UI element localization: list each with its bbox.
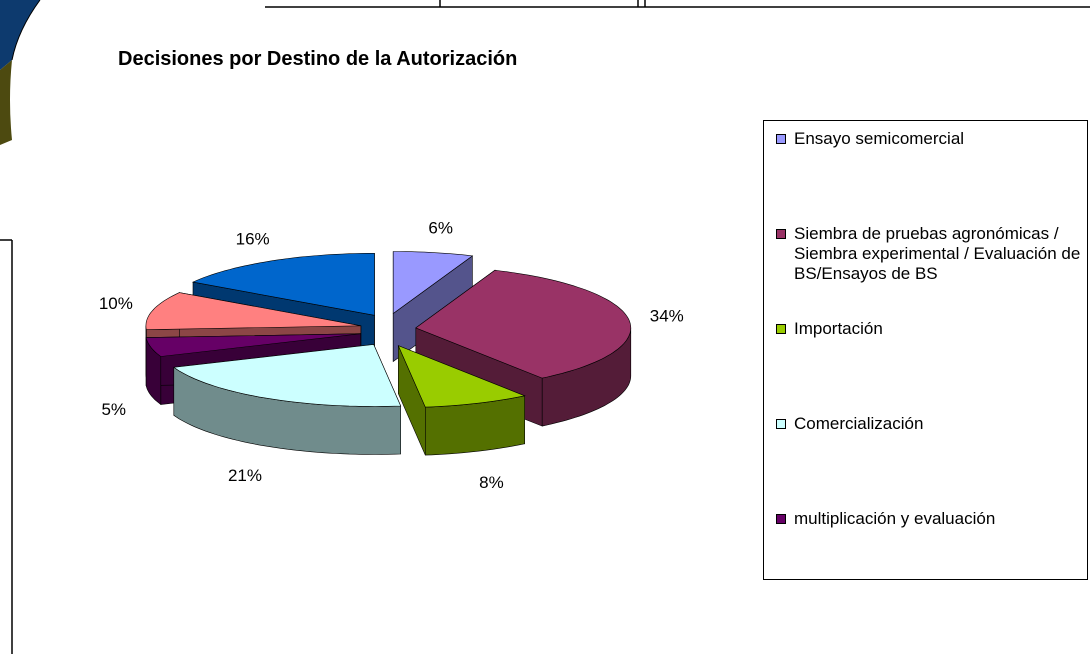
legend: Ensayo semicomercial Siembra de pruebas a… bbox=[763, 120, 1088, 580]
legend-label: Importación bbox=[794, 319, 883, 338]
data-label: 34% bbox=[650, 307, 684, 326]
slice-top bbox=[397, 345, 526, 408]
data-label: 10% bbox=[99, 294, 133, 313]
data-label: 5% bbox=[101, 400, 126, 419]
legend-entry: multiplicación y evaluación bbox=[776, 509, 1081, 529]
slice-top bbox=[415, 269, 632, 379]
legend-swatch bbox=[776, 229, 786, 239]
legend-entry: Importación bbox=[776, 319, 1081, 339]
data-label: 8% bbox=[479, 473, 504, 492]
data-label: 16% bbox=[236, 229, 270, 248]
legend-entry: Siembra de pruebas agronómicas / Siembra… bbox=[776, 224, 1081, 284]
legend-entry: Comercialización bbox=[776, 414, 1081, 434]
background-blob bbox=[0, 0, 41, 145]
slice bbox=[397, 345, 526, 456]
data-label: 21% bbox=[228, 466, 262, 485]
slice-top bbox=[192, 253, 375, 316]
chart-title: Decisiones por Destino de la Autorizació… bbox=[118, 48, 518, 70]
data-label: 6% bbox=[428, 219, 453, 238]
slice bbox=[392, 251, 474, 363]
slice-top bbox=[145, 292, 361, 331]
legend-entry: Ensayo semicomercial bbox=[776, 129, 1081, 149]
legend-label: multiplicación y evaluación bbox=[794, 509, 996, 528]
legend-swatch bbox=[776, 134, 786, 144]
legend-label: Siembra de pruebas agronómicas / Siembra… bbox=[794, 224, 1081, 283]
slice bbox=[172, 344, 402, 455]
slice-top bbox=[172, 344, 402, 407]
slice-top bbox=[145, 333, 361, 357]
legend-swatch bbox=[776, 514, 786, 524]
legend-swatch bbox=[776, 324, 786, 334]
slice-top bbox=[392, 251, 474, 315]
legend-label: Ensayo semicomercial bbox=[794, 129, 965, 148]
legend-swatch bbox=[776, 419, 786, 429]
legend-label: Comercialización bbox=[794, 414, 924, 433]
